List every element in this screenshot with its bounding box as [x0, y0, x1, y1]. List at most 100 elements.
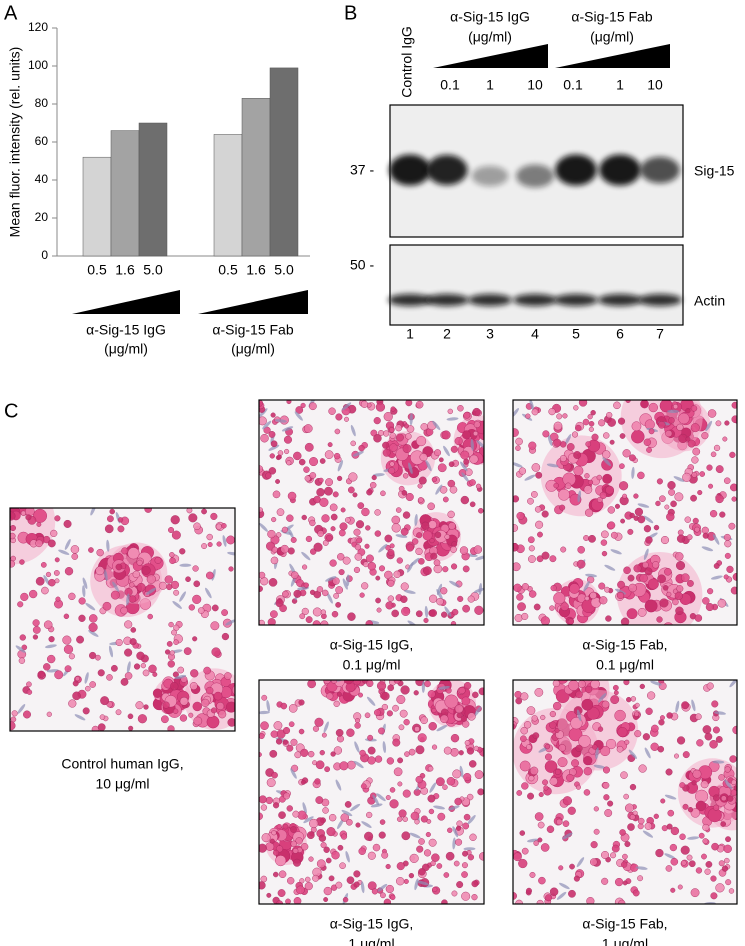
cell [434, 531, 442, 539]
cell [221, 609, 229, 617]
cell [463, 681, 472, 690]
cell [402, 511, 411, 519]
cell [366, 811, 373, 819]
spindle-cell [90, 508, 97, 516]
cell [463, 411, 471, 419]
cell [674, 552, 684, 561]
cell [401, 606, 411, 616]
cell [352, 492, 358, 498]
cell [400, 685, 410, 695]
cell [391, 609, 400, 618]
cell [365, 620, 373, 625]
cell [324, 486, 333, 496]
cell [166, 583, 173, 591]
cell [431, 707, 437, 714]
cell [48, 636, 55, 643]
cell [584, 685, 593, 694]
cell [458, 687, 466, 695]
cell [403, 719, 410, 726]
cell [335, 728, 344, 737]
cell [106, 515, 114, 523]
cell [385, 884, 394, 894]
spindle-cell [82, 577, 88, 589]
cell [701, 432, 709, 440]
cell [276, 823, 282, 830]
spindle-cell [88, 630, 99, 637]
cell [43, 663, 51, 671]
cell [343, 416, 350, 422]
cell [638, 764, 647, 773]
cell [601, 877, 609, 885]
cell [259, 881, 266, 890]
band [640, 156, 680, 184]
cluster-cell [141, 565, 151, 575]
cell [221, 523, 227, 529]
cell [583, 485, 593, 494]
cell [520, 735, 527, 743]
cell [418, 868, 426, 876]
cell [267, 618, 276, 625]
cell [333, 592, 340, 599]
cell [301, 564, 308, 570]
spindle-cell [302, 802, 307, 814]
caption: 0.1 μg/ml [596, 657, 654, 673]
concentration: 0.1 [563, 77, 583, 93]
cell [472, 430, 479, 437]
cell [629, 512, 635, 519]
cluster-cell [690, 808, 701, 818]
lane-number: 7 [656, 326, 664, 342]
cell [560, 546, 567, 553]
cell [560, 602, 569, 611]
cell [270, 556, 279, 565]
cell [469, 501, 476, 508]
cell [437, 463, 447, 473]
band [468, 294, 512, 306]
cell [621, 861, 628, 868]
cell [531, 463, 541, 472]
cell [706, 464, 713, 471]
spindle-cell [714, 711, 726, 715]
cell [448, 461, 455, 468]
cell [395, 433, 404, 442]
cell [428, 838, 437, 847]
cell [396, 816, 403, 822]
cell [215, 523, 222, 530]
spindle-cell [360, 881, 365, 894]
cell [462, 822, 470, 830]
cell [715, 420, 722, 427]
cell [144, 508, 152, 513]
cell [527, 536, 535, 544]
cell [658, 719, 665, 726]
cluster-cell [0, 520, 1, 531]
mw-marker: 37 - [350, 162, 374, 178]
cell [277, 889, 286, 898]
cell [309, 519, 316, 527]
cell [578, 400, 588, 407]
cell [713, 444, 721, 452]
cell [338, 569, 345, 576]
cell [447, 510, 455, 519]
cluster-cell [0, 485, 5, 496]
cell [295, 837, 303, 845]
cell [328, 407, 336, 415]
cell [339, 862, 346, 870]
cell [427, 765, 434, 772]
cell [275, 479, 281, 484]
cell [373, 417, 381, 425]
cell [221, 632, 230, 641]
cell [162, 701, 170, 709]
spindle-cell [577, 490, 582, 503]
cluster-cell [631, 429, 645, 444]
spindle-cell [643, 515, 654, 524]
cell [456, 881, 464, 889]
cell [677, 529, 684, 536]
concentration: 1 [616, 77, 624, 93]
cell [115, 563, 123, 571]
cell [474, 605, 484, 615]
cluster-cell [631, 421, 642, 432]
cell [653, 813, 659, 820]
cell [324, 766, 331, 773]
cell [218, 710, 227, 719]
cell [261, 833, 271, 843]
cell [373, 434, 382, 443]
